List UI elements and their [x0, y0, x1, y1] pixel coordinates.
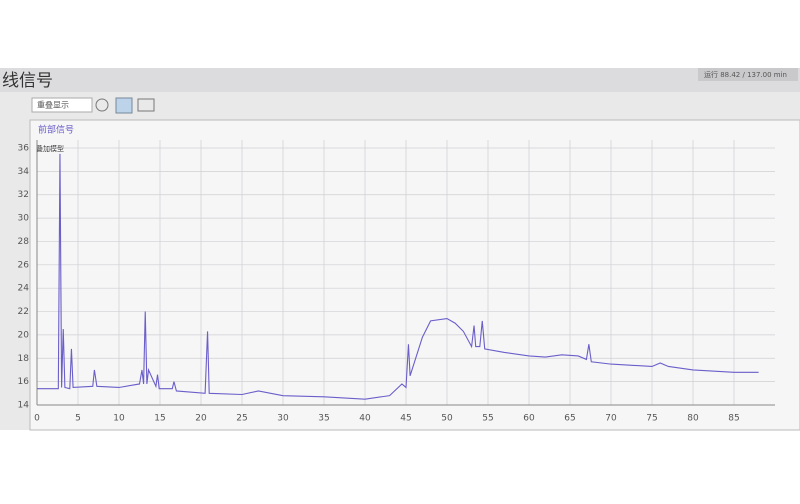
y-tick-label: 22 — [18, 307, 29, 317]
signal-line — [37, 153, 759, 400]
window-title: 线信号 — [2, 71, 53, 91]
y-tick-label: 16 — [18, 377, 30, 387]
x-tick-label: 45 — [400, 414, 411, 424]
settings-icon[interactable] — [95, 98, 109, 112]
x-tick-label: 70 — [605, 414, 617, 424]
x-tick-label: 5 — [75, 414, 81, 424]
x-tick-label: 55 — [482, 414, 493, 424]
x-tick-label: 20 — [195, 414, 207, 424]
x-tick-label: 15 — [154, 414, 165, 424]
x-tick-label: 40 — [359, 414, 371, 424]
y-tick-label: 20 — [18, 330, 30, 340]
y-tick-label: 14 — [18, 401, 30, 411]
x-tick-label: 85 — [728, 414, 739, 424]
x-tick-label: 35 — [318, 414, 329, 424]
x-tick-label: 25 — [236, 414, 247, 424]
x-tick-label: 60 — [523, 414, 535, 424]
x-tick-label: 30 — [277, 414, 289, 424]
legend-label: 叠加模型 — [36, 144, 64, 153]
x-tick-label: 10 — [113, 414, 125, 424]
y-tick-label: 18 — [18, 354, 30, 364]
plot-panel — [29, 119, 800, 431]
x-tick-label: 50 — [441, 414, 453, 424]
status-box — [698, 68, 798, 81]
y-tick-label: 28 — [18, 237, 30, 247]
tab-label[interactable]: 前部信号 — [38, 124, 74, 136]
y-tick-label: 30 — [18, 214, 30, 224]
mode-select[interactable] — [31, 97, 93, 113]
x-tick-label: 65 — [564, 414, 575, 424]
y-tick-label: 32 — [18, 190, 29, 200]
plot: 14 16 18 20 22 24 26 28 30 32 34 36 0 5 10 15 20 25 30 35 40… — [18, 140, 775, 424]
y-tick-label: 36 — [18, 144, 30, 154]
status-text: 运行 88.42 / 137.00 min — [704, 70, 787, 79]
title-bar — [0, 68, 800, 92]
mode-text: 重叠显示 — [37, 100, 69, 110]
camera-icon[interactable] — [137, 98, 155, 112]
y-tick-label: 34 — [18, 167, 30, 177]
x-tick-label: 0 — [34, 414, 40, 424]
x-tick-label: 80 — [687, 414, 699, 424]
x-tick-label: 75 — [646, 414, 657, 424]
y-tick-label: 24 — [18, 284, 30, 294]
zoom-icon[interactable] — [115, 97, 133, 114]
y-tick-label: 26 — [18, 260, 30, 270]
